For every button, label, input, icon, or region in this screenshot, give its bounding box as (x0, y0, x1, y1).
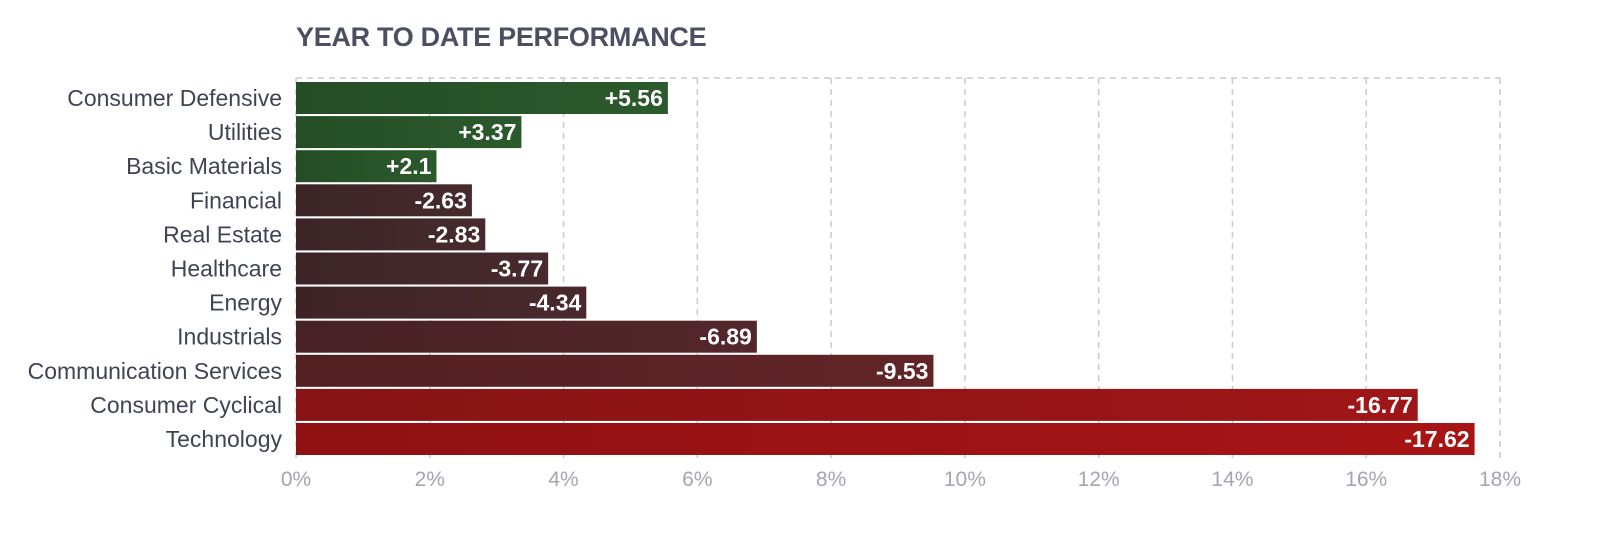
value-label: -16.77 (1348, 392, 1413, 418)
value-label: -2.83 (428, 221, 480, 247)
category-label: Communication Services (28, 358, 282, 384)
category-label: Utilities (208, 119, 282, 145)
bar-technology (296, 423, 1475, 455)
bar-energy (296, 286, 587, 319)
x-tick-label: 14% (1211, 468, 1253, 491)
category-label: Technology (166, 426, 283, 452)
bars-layer (296, 82, 1475, 455)
x-tick-label: 8% (816, 468, 846, 491)
category-label: Healthcare (171, 256, 282, 282)
category-label: Consumer Cyclical (90, 392, 282, 418)
category-label: Basic Materials (126, 153, 282, 179)
bar-industrials (296, 320, 757, 353)
value-label: -2.63 (414, 187, 466, 213)
bar-basic-materials (296, 150, 437, 183)
bar-consumer-defensive (296, 82, 668, 114)
value-label: -3.77 (491, 256, 543, 282)
bar-healthcare (296, 252, 549, 285)
bar-communication-services (296, 354, 934, 387)
bar-financial (296, 184, 472, 217)
x-tick-label: 12% (1078, 468, 1120, 491)
bar-utilities (296, 116, 522, 149)
category-label: Consumer Defensive (67, 85, 282, 111)
value-label: +2.1 (386, 153, 432, 179)
x-tick-label: 0% (281, 468, 311, 491)
value-label: -6.89 (699, 324, 751, 350)
bar-real-estate (296, 218, 486, 251)
value-label: -9.53 (876, 358, 928, 384)
category-label: Real Estate (163, 221, 282, 247)
value-label: +5.56 (605, 85, 663, 111)
bar-consumer-cyclical (296, 388, 1418, 421)
value-label: -17.62 (1404, 426, 1469, 452)
x-tick-label: 16% (1345, 468, 1387, 491)
value-label: +3.37 (458, 119, 516, 145)
labels-layer: 0% 2% 4% 6% 8% 10% 12% 14% 16% 18% Consumer Defens… (28, 85, 1521, 491)
x-tick-label: 18% (1479, 468, 1521, 491)
x-tick-label: 10% (944, 468, 986, 491)
category-label: Financial (190, 187, 282, 213)
category-label: Energy (209, 290, 282, 316)
chart-title: YEAR TO DATE PERFORMANCE (296, 22, 707, 52)
value-label: -4.34 (529, 290, 582, 316)
x-tick-label: 6% (682, 468, 712, 491)
category-label: Industrials (177, 324, 282, 350)
x-tick-label: 4% (548, 468, 578, 491)
x-tick-label: 2% (415, 468, 445, 491)
